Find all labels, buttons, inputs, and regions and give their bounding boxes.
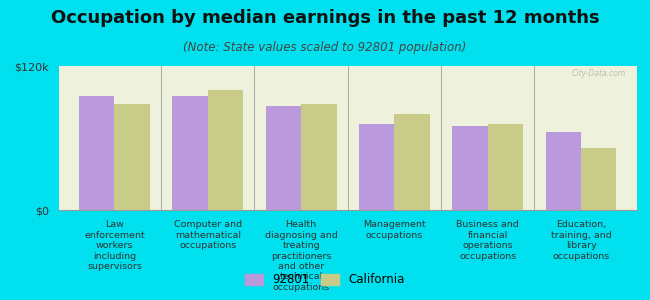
Bar	[172, 96, 208, 210]
Bar	[581, 148, 616, 210]
Text: Occupation by median earnings in the past 12 months: Occupation by median earnings in the pas…	[51, 9, 599, 27]
Bar	[545, 132, 581, 210]
Text: City-Data.com: City-Data.com	[571, 69, 625, 78]
Text: (Note: State values scaled to 92801 population): (Note: State values scaled to 92801 popu…	[183, 40, 467, 53]
Bar	[266, 106, 301, 210]
Legend: 92801, California: 92801, California	[240, 269, 410, 291]
Bar	[359, 124, 395, 210]
Bar	[114, 104, 150, 210]
Bar	[301, 104, 337, 210]
Bar	[452, 126, 488, 210]
Bar	[208, 90, 243, 210]
Bar	[395, 114, 430, 210]
Bar	[79, 96, 114, 210]
Bar	[488, 124, 523, 210]
